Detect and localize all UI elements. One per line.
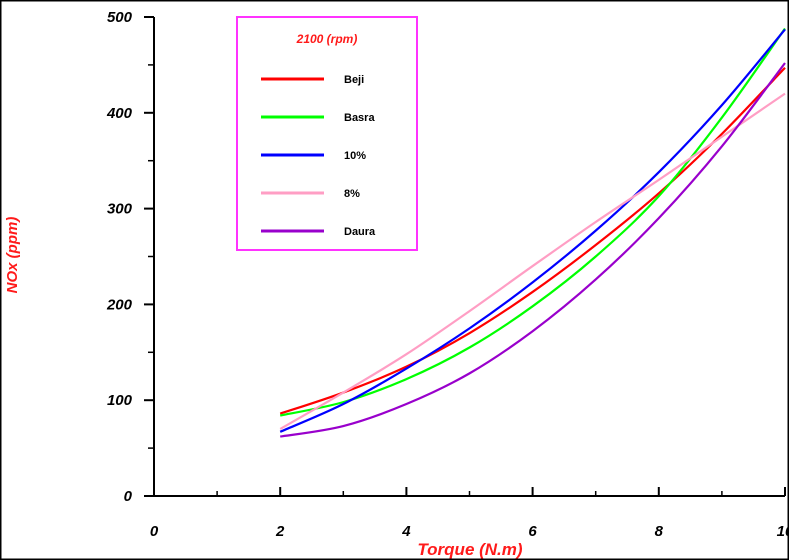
y-tick-label: 100: [107, 392, 133, 409]
y-tick-label: 400: [106, 105, 133, 122]
legend-entry-label: Daura: [344, 226, 376, 238]
x-tick-label: 0: [150, 523, 159, 540]
y-axis-title: NOx (ppm): [4, 217, 21, 294]
axes: 02468100100200300400500: [106, 9, 789, 540]
x-tick-label: 4: [401, 523, 411, 540]
legend-box: [236, 16, 418, 251]
legend-entry-label: Basra: [344, 112, 375, 124]
y-tick-label: 300: [107, 201, 133, 218]
y-tick-label: 500: [107, 9, 133, 26]
x-axis-title: Torque (N.m): [417, 540, 522, 559]
x-tick-label: 8: [655, 523, 664, 540]
legend: 2100 (rpm) Beji Basra 10% 8% Daura: [236, 16, 418, 251]
series-line-10: [279, 28, 786, 433]
x-tick-label: 2: [275, 523, 285, 540]
series-line-daura: [280, 62, 786, 438]
x-tick-label: 6: [528, 523, 537, 540]
curves: [279, 27, 786, 438]
series-line-8: [279, 92, 786, 430]
legend-entry-label: 10%: [344, 150, 366, 162]
legend-entry-label: Beji: [344, 74, 364, 86]
legend-title: 2100 (rpm): [296, 32, 358, 46]
y-tick-label: 200: [106, 296, 133, 313]
legend-entry-label: 8%: [344, 188, 360, 200]
x-tick-label: 10: [777, 523, 789, 540]
y-tick-label: 0: [124, 488, 133, 505]
series-line-basra: [279, 27, 786, 417]
